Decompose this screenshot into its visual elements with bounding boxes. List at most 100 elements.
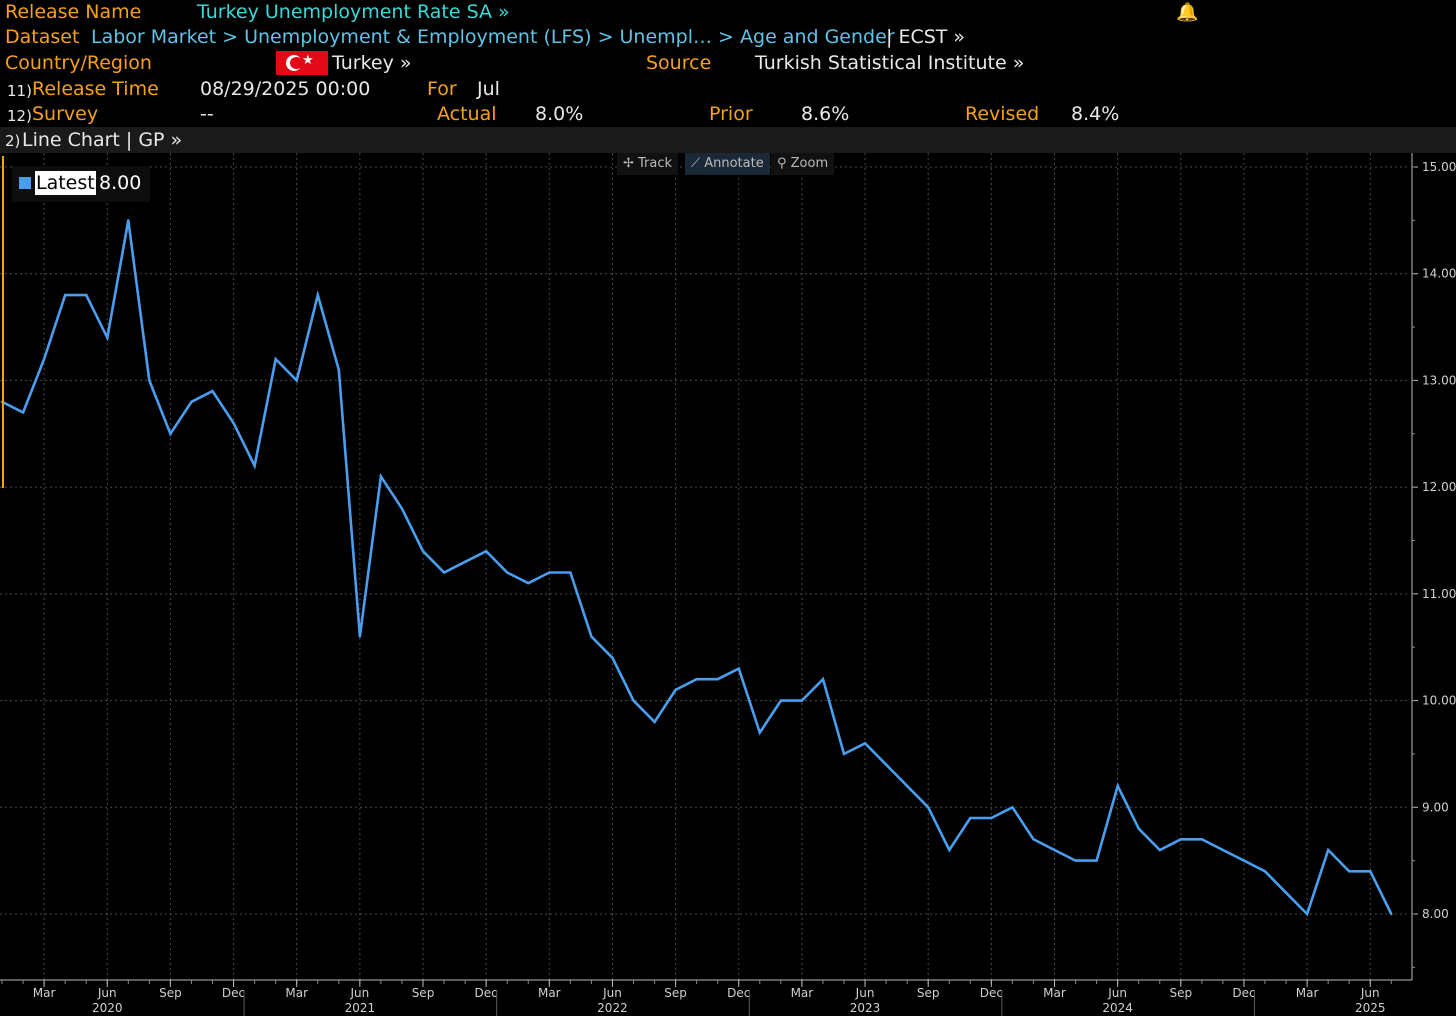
- legend-swatch: [19, 177, 31, 189]
- x-tick-label: Dec: [1232, 986, 1255, 1000]
- data-point: [758, 731, 761, 734]
- data-point: [148, 379, 151, 382]
- x-tick-label: Dec: [980, 986, 1003, 1000]
- data-point: [421, 549, 425, 553]
- x-year-label: 2023: [850, 1001, 881, 1015]
- for-value: Jul: [477, 78, 500, 100]
- legend-series-value: 8.00: [99, 172, 142, 194]
- release-time-number: 11): [7, 82, 32, 100]
- release-time-value: 08/29/2025 00:00: [200, 78, 371, 100]
- data-point: [674, 688, 677, 692]
- dataset-breadcrumb[interactable]: Labor Market > Unemployment & Employment…: [91, 26, 895, 48]
- data-point: [821, 678, 825, 681]
- source-label: Source: [646, 52, 712, 74]
- x-tick-label: Jun: [1360, 986, 1380, 1000]
- country-link[interactable]: Turkey »: [332, 52, 412, 74]
- data-point: [379, 475, 383, 478]
- data-point: [337, 368, 340, 371]
- cursor-marker: [2, 156, 4, 488]
- data-point: [1095, 859, 1098, 862]
- data-point: [1053, 848, 1056, 852]
- x-tick-label: Sep: [917, 986, 940, 1000]
- x-tick-label: Mar: [1043, 986, 1066, 1000]
- x-year-label: 2025: [1355, 1001, 1386, 1015]
- data-point: [1137, 827, 1140, 830]
- y-tick-label: 13.00: [1422, 373, 1456, 387]
- x-tick-label: Mar: [285, 986, 308, 1000]
- x-year-label: 2020: [92, 1001, 123, 1015]
- revised-label: Revised: [965, 103, 1040, 125]
- x-tick-label: Dec: [222, 986, 245, 1000]
- data-point: [1221, 848, 1225, 852]
- data-point: [316, 293, 319, 297]
- data-point: [253, 464, 256, 467]
- release-name-link[interactable]: Turkey Unemployment Rate SA »: [197, 1, 510, 23]
- data-point: [1390, 912, 1393, 916]
- x-year-label: 2024: [1102, 1001, 1133, 1015]
- x-tick-label: Mar: [538, 986, 561, 1000]
- x-tick-label: Mar: [1296, 986, 1319, 1000]
- survey-row: 12) Survey -- Actual 8.0% Prior 8.6% Rev…: [0, 102, 1456, 128]
- x-tick-label: Mar: [791, 986, 814, 1000]
- data-point: [611, 656, 614, 660]
- data-point: [569, 571, 572, 574]
- chart-type-menu[interactable]: Line Chart | GP »: [22, 129, 183, 151]
- data-point: [632, 699, 635, 702]
- y-tick-label: 14.00: [1422, 267, 1456, 281]
- data-point: [274, 357, 277, 361]
- data-point: [1158, 848, 1161, 852]
- data-point: [506, 571, 509, 574]
- x-tick-label: Sep: [1169, 986, 1192, 1000]
- data-point: [85, 293, 88, 297]
- data-point: [190, 400, 193, 403]
- x-year-label: 2022: [597, 1001, 628, 1015]
- x-tick-label: Jun: [1107, 986, 1127, 1000]
- revised-value: 8.4%: [1071, 103, 1120, 125]
- data-point: [927, 806, 930, 809]
- data-point: [1074, 859, 1077, 862]
- data-point: [1179, 838, 1183, 841]
- x-tick-label: Jun: [855, 986, 875, 1000]
- data-point: [653, 720, 656, 724]
- data-point: [1326, 848, 1330, 852]
- survey-value: --: [200, 103, 214, 125]
- y-tick-label: 15.00: [1422, 160, 1456, 174]
- release-time-row: 11) Release Time 08/29/2025 00:00 For Ju…: [0, 77, 1456, 103]
- data-point: [842, 752, 846, 756]
- y-tick-label: 12.00: [1422, 480, 1456, 494]
- actual-label: Actual: [437, 103, 497, 125]
- y-tick-label: 11.00: [1422, 587, 1456, 601]
- country-label: Country/Region: [5, 52, 152, 74]
- bell-icon[interactable]: 🔔: [1176, 2, 1199, 23]
- chart-legend[interactable]: Latest 8.00: [12, 166, 150, 202]
- data-point: [716, 678, 719, 681]
- data-point: [800, 699, 804, 702]
- x-tick-label: Jun: [349, 986, 369, 1000]
- data-point: [211, 389, 214, 393]
- dataset-suffix[interactable]: | ECST »: [886, 26, 966, 48]
- line-chart[interactable]: 8.00 9.00 10.00 11.00 12.00 13.00 14.00 15.00 Ma…: [0, 153, 1456, 1016]
- data-point: [358, 635, 362, 638]
- data-point: [232, 421, 235, 425]
- annotate-button[interactable]: ⟋ Annotate: [685, 153, 770, 175]
- data-point: [106, 336, 109, 339]
- track-button[interactable]: ✢ Track: [617, 153, 679, 175]
- source-link[interactable]: Turkish Statistical Institute »: [755, 52, 1025, 74]
- x-tick-label: Sep: [664, 986, 687, 1000]
- data-point: [1032, 838, 1035, 841]
- release-time-label[interactable]: Release Time: [32, 78, 159, 100]
- zoom-button[interactable]: ⚲ Zoom: [771, 153, 835, 175]
- x-tick-label: Jun: [602, 986, 622, 1000]
- prior-label: Prior: [709, 103, 753, 125]
- survey-label[interactable]: Survey: [32, 103, 99, 125]
- data-point: [695, 678, 698, 681]
- release-name-row: Release Name Turkey Unemployment Rate SA…: [0, 0, 1456, 26]
- data-point: [295, 379, 298, 382]
- prior-value: 8.6%: [801, 103, 850, 125]
- data-point: [442, 571, 446, 574]
- for-label: For: [427, 78, 457, 100]
- x-tick-label: Jun: [97, 986, 117, 1000]
- series-line-latest: [1, 220, 1393, 917]
- data-point: [400, 507, 404, 510]
- data-point: [63, 293, 67, 297]
